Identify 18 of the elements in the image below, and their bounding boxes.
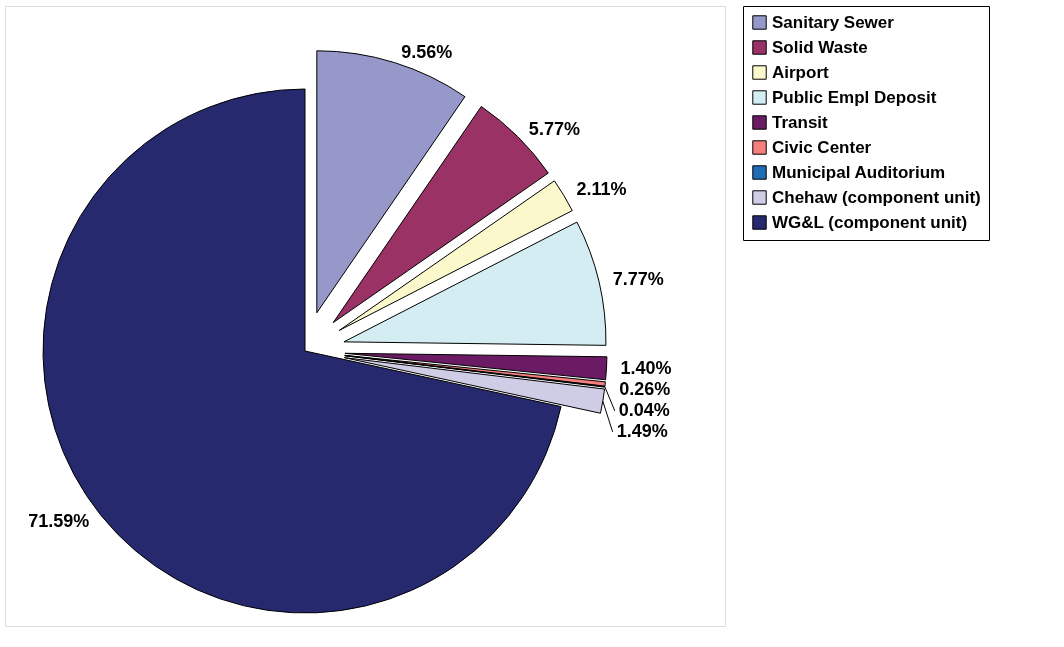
legend-label: Civic Center bbox=[772, 137, 872, 157]
legend-label: Airport bbox=[772, 62, 829, 82]
legend-label: Municipal Auditorium bbox=[772, 162, 946, 182]
legend-label: Chehaw (component unit) bbox=[772, 187, 981, 207]
data-label: 1.40% bbox=[620, 357, 672, 378]
data-label: 2.11% bbox=[576, 179, 627, 200]
data-label: 5.77% bbox=[528, 118, 580, 139]
data-label: 9.56% bbox=[401, 41, 453, 62]
legend-label: Transit bbox=[772, 112, 829, 132]
legend-label: Sanitary Sewer bbox=[772, 12, 895, 32]
data-label: 71.59% bbox=[28, 510, 90, 531]
legend-label: WG&L (component unit) bbox=[772, 212, 968, 232]
data-label: 0.04% bbox=[618, 399, 670, 420]
data-label: 7.77% bbox=[612, 268, 664, 289]
data-label: 0.26% bbox=[619, 378, 671, 399]
data-label: 1.49% bbox=[616, 420, 668, 441]
legend-label: Solid Waste bbox=[772, 37, 868, 57]
legend-label: Public Empl Deposit bbox=[772, 87, 937, 107]
